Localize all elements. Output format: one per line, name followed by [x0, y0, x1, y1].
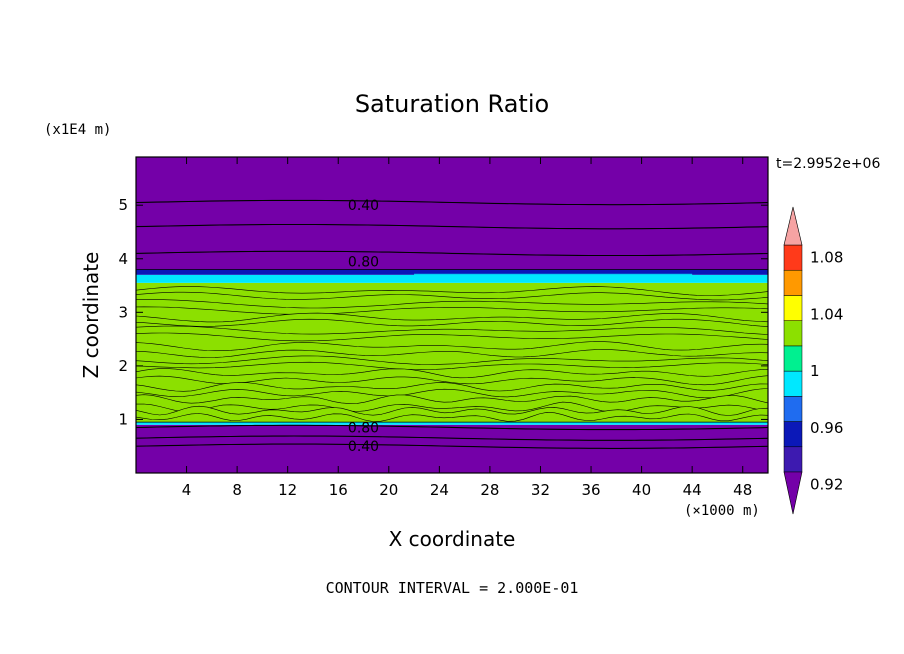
colorbar-extend-max [783, 206, 803, 246]
field-band [136, 274, 768, 283]
colorbar-tick-label: 1 [810, 362, 820, 380]
timestamp-label: t=2.9952e+06 [776, 156, 880, 172]
colorbar-tick-label: 1.04 [810, 305, 843, 323]
contour-fill-layer [136, 157, 768, 473]
y-axis: 1 2 3 4 5 [118, 196, 768, 428]
y-tick-label: 3 [118, 303, 128, 321]
colorbar-extend-min [783, 471, 803, 515]
colorbar-tick-label: 0.96 [810, 419, 843, 437]
supersaturated-streak [136, 299, 768, 315]
contour-line [136, 443, 768, 449]
contour-line-layer [136, 199, 768, 449]
supersaturated-streak [136, 368, 768, 386]
colorbar-swatch [783, 295, 803, 321]
y-tick-label: 1 [118, 410, 128, 428]
x-unit-label: (×1000 m) [684, 503, 760, 519]
colorbar-swatch [783, 244, 803, 271]
x-axis: 4 8 12 16 20 24 28 32 36 40 44 48 [182, 157, 752, 499]
colorbar-swatch [783, 320, 803, 347]
x-tick-label: 28 [480, 481, 499, 499]
y-unit-label: (x1E4 m) [44, 122, 111, 138]
x-tick-label: 36 [581, 481, 600, 499]
contour-line [136, 199, 768, 206]
cyan-patch [414, 273, 693, 277]
contour-line [136, 424, 768, 431]
supersaturated-streak [136, 355, 768, 370]
supersaturated-streak [136, 341, 768, 358]
x-tick-label: 16 [329, 481, 348, 499]
colorbar-tick-label: 1.08 [810, 249, 843, 267]
x-tick-label: 32 [531, 481, 550, 499]
field-band [136, 269, 768, 275]
plot-frame [135, 156, 769, 474]
x-tick-label: 24 [430, 481, 449, 499]
y-tick-label: 4 [118, 250, 128, 268]
contour-value-label: 0.80 [348, 254, 379, 270]
x-tick-label: 8 [232, 481, 242, 499]
contour-line [136, 223, 768, 230]
x-tick-label: 48 [733, 481, 752, 499]
x-tick-label: 12 [278, 481, 297, 499]
contour-line [136, 435, 768, 441]
contour-value-label: 0.40 [348, 439, 379, 455]
colorbar: 0.92 0.96 1 1.04 1.08 [783, 206, 843, 515]
y-tick-label: 5 [118, 196, 128, 214]
x-axis-label: X coordinate [389, 527, 516, 551]
colorbar-swatch [783, 269, 803, 296]
contour-value-label: 0.40 [348, 198, 379, 214]
x-tick-label: 20 [379, 481, 398, 499]
supersaturated-streak [136, 286, 768, 301]
x-tick-label: 4 [182, 481, 192, 499]
supersaturated-streak [136, 312, 768, 327]
supersaturated-streak [136, 382, 768, 399]
colorbar-swatch [783, 446, 803, 473]
colorbar-swatch [783, 370, 803, 397]
contour-value-label: 0.80 [348, 420, 379, 436]
chart-title: Saturation Ratio [355, 90, 549, 118]
colorbar-tick-label: 0.92 [810, 476, 843, 494]
field-band [136, 157, 768, 270]
supersaturated-streak [136, 405, 768, 422]
contour-label-layer: 0.40 0.80 0.80 0.40 [348, 198, 379, 455]
y-axis-label: Z coordinate [79, 252, 103, 379]
x-tick-label: 40 [632, 481, 651, 499]
supersaturated-streak [136, 325, 768, 342]
contour-interval-note: CONTOUR INTERVAL = 2.000E-01 [326, 579, 579, 597]
contour-line [136, 250, 768, 257]
colorbar-swatch [783, 396, 803, 422]
colorbar-swatch [783, 345, 803, 372]
y-tick-label: 2 [118, 357, 128, 375]
colorbar-swatch [783, 421, 803, 448]
x-tick-label: 44 [683, 481, 702, 499]
field-band [136, 424, 768, 473]
field-band [136, 422, 768, 425]
